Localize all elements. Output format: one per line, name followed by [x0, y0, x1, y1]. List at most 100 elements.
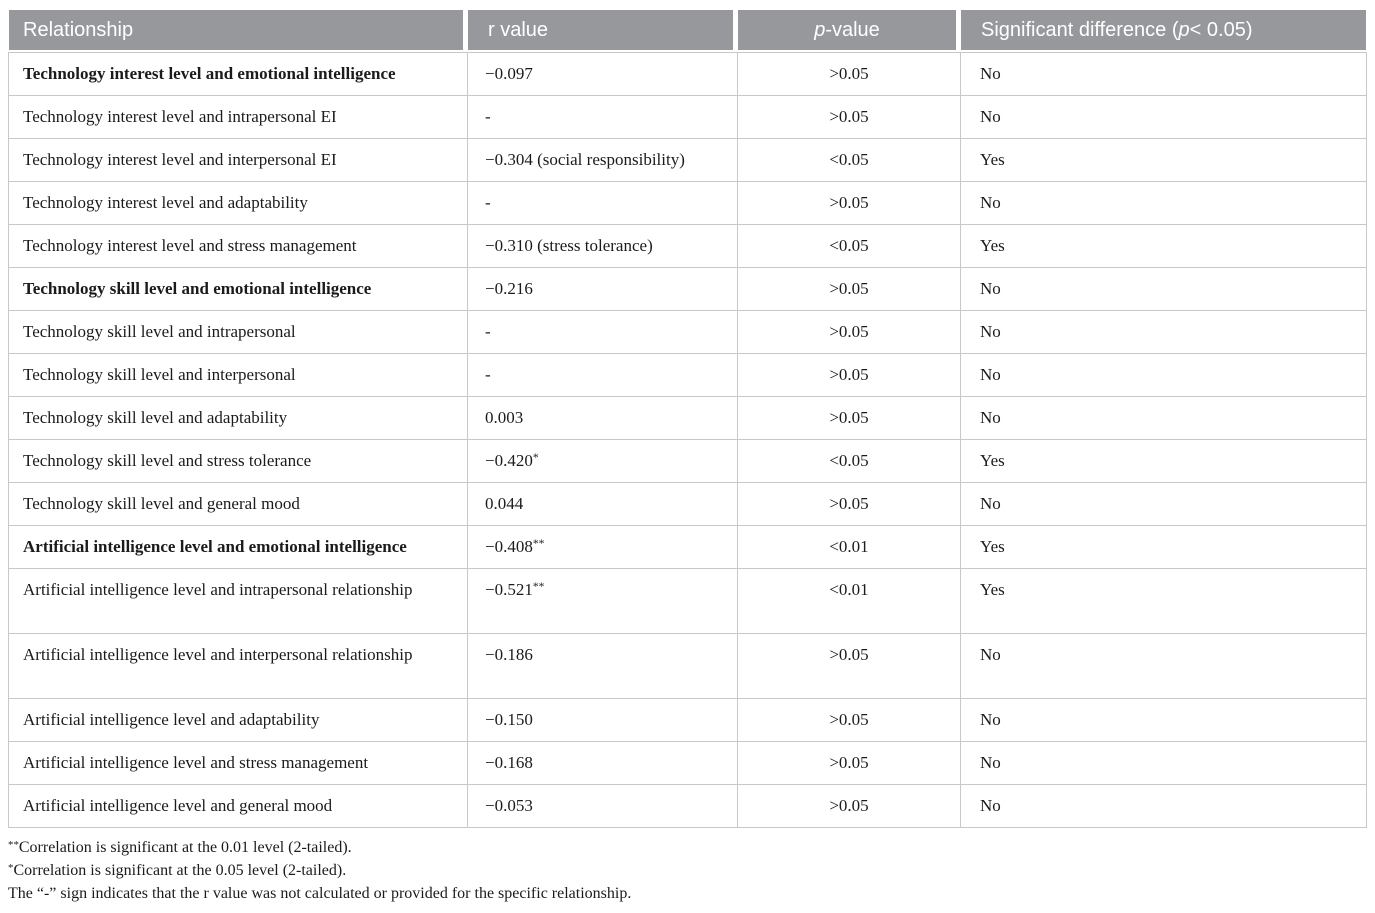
footnote-marker: ** — [8, 839, 19, 851]
cell-relationship: Technology skill level and general mood — [9, 483, 468, 525]
r-value-text: −0.521 — [485, 580, 533, 599]
cell-relationship: Artificial intelligence level and genera… — [9, 785, 468, 827]
footnote-text: The “-” sign indicates that the r value … — [8, 885, 632, 902]
cell-r-value: −0.053 — [468, 785, 738, 827]
r-value-significance-marker: ** — [532, 537, 545, 550]
table-row: Artificial intelligence level and adapta… — [9, 699, 1366, 742]
cell-relationship: Technology skill level and emotional int… — [9, 268, 468, 310]
cell-significant-difference: Yes — [980, 537, 1005, 556]
significant-header-italic-p: p — [1178, 18, 1190, 41]
r-value-text: −0.310 (stress tolerance) — [485, 236, 653, 255]
cell-significant-difference: No — [980, 64, 1001, 83]
cell-p-value: >0.05 — [738, 742, 961, 784]
cell-r-value: −0.420* — [468, 440, 738, 482]
table-row: Technology interest level and interperso… — [9, 139, 1366, 182]
table-row: Technology skill level and emotional int… — [9, 268, 1366, 311]
table-row: Artificial intelligence level and emotio… — [9, 526, 1366, 569]
r-value-text: −0.150 — [485, 710, 533, 729]
r-value-text: −0.168 — [485, 753, 533, 772]
cell-significant-difference: No — [980, 753, 1001, 772]
r-value-text: −0.216 — [485, 279, 533, 298]
column-header-relationship: Relationship — [9, 10, 468, 50]
cell-relationship: Technology skill level and stress tolera… — [9, 440, 468, 482]
cell-relationship: Technology interest level and emotional … — [9, 53, 468, 95]
cell-relationship: Technology interest level and intraperso… — [9, 96, 468, 138]
cell-r-value: - — [468, 182, 738, 224]
cell-significant-difference: No — [980, 322, 1001, 341]
cell-relationship: Technology skill level and adaptability — [9, 397, 468, 439]
footnote-text: Correlation is significant at the 0.01 l… — [18, 839, 352, 856]
p-value-header-italic-p: p — [814, 18, 826, 41]
cell-significant-difference: Yes — [980, 150, 1005, 169]
cell-relationship: Technology interest level and interperso… — [9, 139, 468, 181]
cell-r-value: −0.408** — [468, 526, 738, 568]
cell-p-value: >0.05 — [738, 354, 961, 396]
table-row: Artificial intelligence level and genera… — [9, 785, 1366, 828]
table-row: Technology skill level and intrapersonal… — [9, 311, 1366, 354]
table-row: Technology interest level and adaptabili… — [9, 182, 1366, 225]
cell-p-value: >0.05 — [738, 699, 961, 741]
cell-relationship: Technology interest level and adaptabili… — [9, 182, 468, 224]
table-row: Artificial intelligence level and intrap… — [9, 569, 1366, 634]
cell-relationship: Artificial intelligence level and adapta… — [9, 699, 468, 741]
cell-r-value: −0.310 (stress tolerance) — [468, 225, 738, 267]
r-value-text: - — [485, 193, 491, 212]
cell-r-value: - — [468, 354, 738, 396]
cell-r-value: −0.216 — [468, 268, 738, 310]
cell-p-value: >0.05 — [738, 268, 961, 310]
table-header-row: Relationship r value p -value Significant… — [8, 10, 1367, 50]
cell-p-value: >0.05 — [738, 53, 961, 95]
cell-r-value: - — [468, 96, 738, 138]
cell-p-value: >0.05 — [738, 634, 961, 698]
cell-r-value: −0.304 (social responsibility) — [468, 139, 738, 181]
significant-header-suffix: < 0.05) — [1189, 18, 1253, 41]
r-value-text: 0.044 — [485, 494, 524, 513]
cell-significant-difference: No — [980, 710, 1001, 729]
cell-p-value: <0.05 — [738, 225, 961, 267]
cell-r-value: −0.097 — [468, 53, 738, 95]
r-value-text: −0.408 — [485, 537, 533, 556]
table-row: Artificial intelligence level and interp… — [9, 634, 1366, 699]
table-body: Technology interest level and emotional … — [8, 52, 1367, 828]
table-footnotes: **Correlation is significant at the 0.01… — [8, 836, 1367, 905]
cell-p-value: >0.05 — [738, 311, 961, 353]
footnote: The “-” sign indicates that the r value … — [8, 882, 1367, 905]
cell-r-value: −0.521** — [468, 569, 738, 633]
cell-significant-difference: No — [980, 494, 1001, 513]
cell-significant-difference: No — [980, 645, 1001, 664]
r-value-text: −0.186 — [485, 645, 533, 664]
cell-relationship: Artificial intelligence level and intrap… — [9, 569, 468, 633]
table-row: Technology interest level and stress man… — [9, 225, 1366, 268]
table-row: Technology skill level and stress tolera… — [9, 440, 1366, 483]
cell-r-value: 0.044 — [468, 483, 738, 525]
r-value-text: 0.003 — [485, 408, 524, 427]
table-row: Technology skill level and general mood … — [9, 483, 1366, 526]
r-value-significance-marker: ** — [532, 580, 545, 593]
cell-p-value: >0.05 — [738, 483, 961, 525]
table-row: Artificial intelligence level and stress… — [9, 742, 1366, 785]
cell-relationship: Artificial intelligence level and interp… — [9, 634, 468, 698]
cell-p-value: <0.01 — [738, 569, 961, 633]
cell-r-value: −0.150 — [468, 699, 738, 741]
r-value-text: −0.053 — [485, 796, 533, 815]
cell-p-value: >0.05 — [738, 397, 961, 439]
cell-p-value: >0.05 — [738, 785, 961, 827]
r-value-text: - — [485, 365, 491, 384]
cell-r-value: −0.186 — [468, 634, 738, 698]
significant-header-prefix: Significant difference ( — [981, 18, 1179, 41]
cell-p-value: <0.05 — [738, 440, 961, 482]
cell-relationship: Artificial intelligence level and emotio… — [9, 526, 468, 568]
cell-relationship: Artificial intelligence level and stress… — [9, 742, 468, 784]
footnote: *Correlation is significant at the 0.05 … — [8, 859, 1367, 882]
cell-relationship: Technology skill level and intrapersonal — [9, 311, 468, 353]
cell-significant-difference: No — [980, 796, 1001, 815]
cell-r-value: - — [468, 311, 738, 353]
cell-significant-difference: Yes — [980, 236, 1005, 255]
cell-relationship: Technology skill level and interpersonal — [9, 354, 468, 396]
cell-r-value: −0.168 — [468, 742, 738, 784]
p-value-header-suffix: -value — [825, 18, 880, 41]
column-header-significant-difference: Significant difference (p < 0.05) — [961, 10, 1366, 50]
cell-p-value: >0.05 — [738, 96, 961, 138]
cell-significant-difference: Yes — [980, 580, 1005, 599]
